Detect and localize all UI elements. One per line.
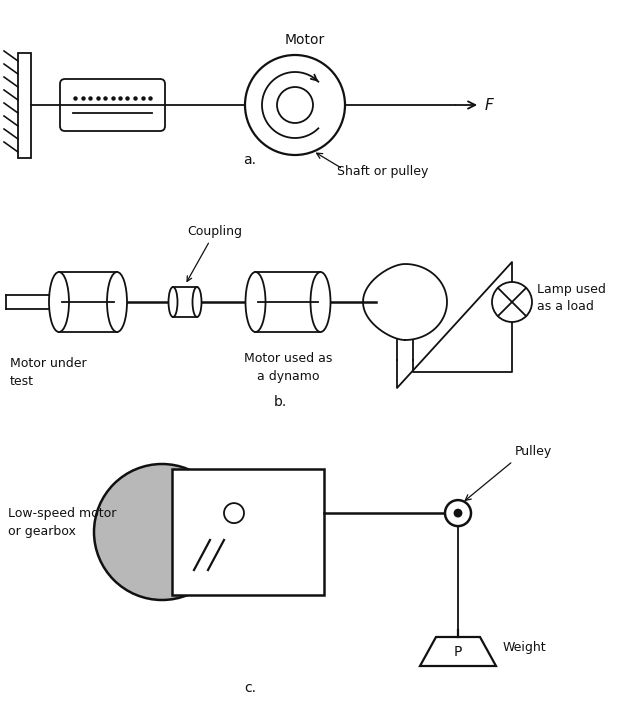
Bar: [256, 272, 321, 332]
Ellipse shape: [192, 287, 201, 317]
Circle shape: [492, 282, 532, 322]
Text: b.: b.: [273, 395, 287, 409]
Circle shape: [224, 503, 244, 523]
Text: Weight: Weight: [503, 642, 547, 654]
Polygon shape: [18, 53, 31, 158]
Ellipse shape: [246, 272, 266, 332]
Circle shape: [277, 87, 313, 123]
Polygon shape: [420, 637, 496, 666]
Ellipse shape: [49, 272, 69, 332]
Circle shape: [94, 464, 230, 600]
Circle shape: [445, 500, 471, 526]
Ellipse shape: [107, 272, 127, 332]
FancyBboxPatch shape: [60, 79, 165, 131]
Circle shape: [454, 510, 461, 517]
Text: Motor: Motor: [285, 33, 325, 47]
Text: P: P: [454, 644, 462, 659]
Circle shape: [245, 55, 345, 155]
Bar: [172, 469, 324, 595]
Text: Pulley: Pulley: [515, 445, 552, 458]
Bar: [173, 287, 197, 317]
Text: Shaft or pulley: Shaft or pulley: [337, 165, 428, 178]
Text: Coupling: Coupling: [187, 225, 242, 282]
Text: Motor used as
a dynamo: Motor used as a dynamo: [244, 352, 332, 383]
Text: Low-speed motor
or gearbox: Low-speed motor or gearbox: [8, 506, 116, 538]
Bar: [59, 272, 117, 332]
Text: a.: a.: [244, 153, 256, 167]
Ellipse shape: [311, 272, 331, 332]
Ellipse shape: [169, 287, 177, 317]
Text: Motor under
test: Motor under test: [10, 357, 87, 388]
Text: Lamp used
as a load: Lamp used as a load: [537, 282, 606, 313]
Text: F: F: [485, 97, 494, 112]
Text: c.: c.: [244, 681, 256, 695]
